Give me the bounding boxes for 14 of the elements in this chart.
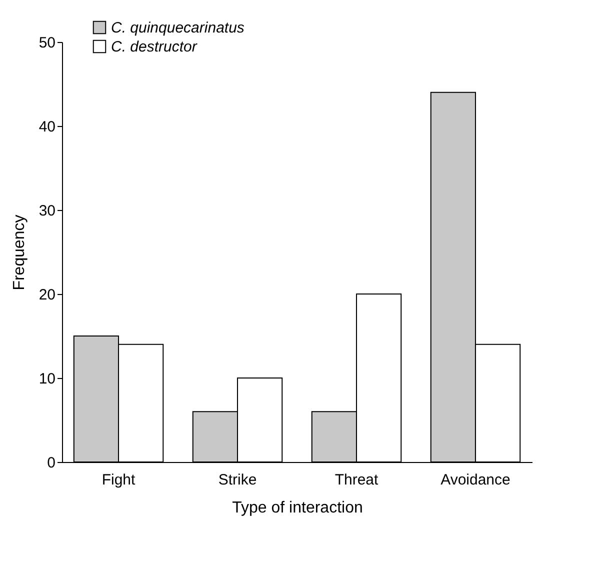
y-tick-label: 50 (38, 34, 56, 52)
legend-label: C. quinquecarinatus (111, 20, 245, 36)
y-tick-label: 20 (38, 286, 56, 304)
x-tick-label: Threat (334, 472, 379, 488)
y-axis-title: Frequency (10, 214, 28, 290)
x-tick-label: Fight (102, 472, 136, 488)
x-tick-label: Strike (218, 472, 257, 488)
legend-label: C. destructor (111, 38, 198, 56)
x-tick-label: Avoidance (440, 472, 510, 488)
y-tick-label: 30 (38, 202, 56, 220)
x-axis-title: Type of interaction (232, 500, 363, 516)
y-tick-label: 10 (38, 370, 56, 388)
y-tick-label: 0 (47, 454, 56, 472)
y-tick-label: 40 (38, 118, 56, 136)
